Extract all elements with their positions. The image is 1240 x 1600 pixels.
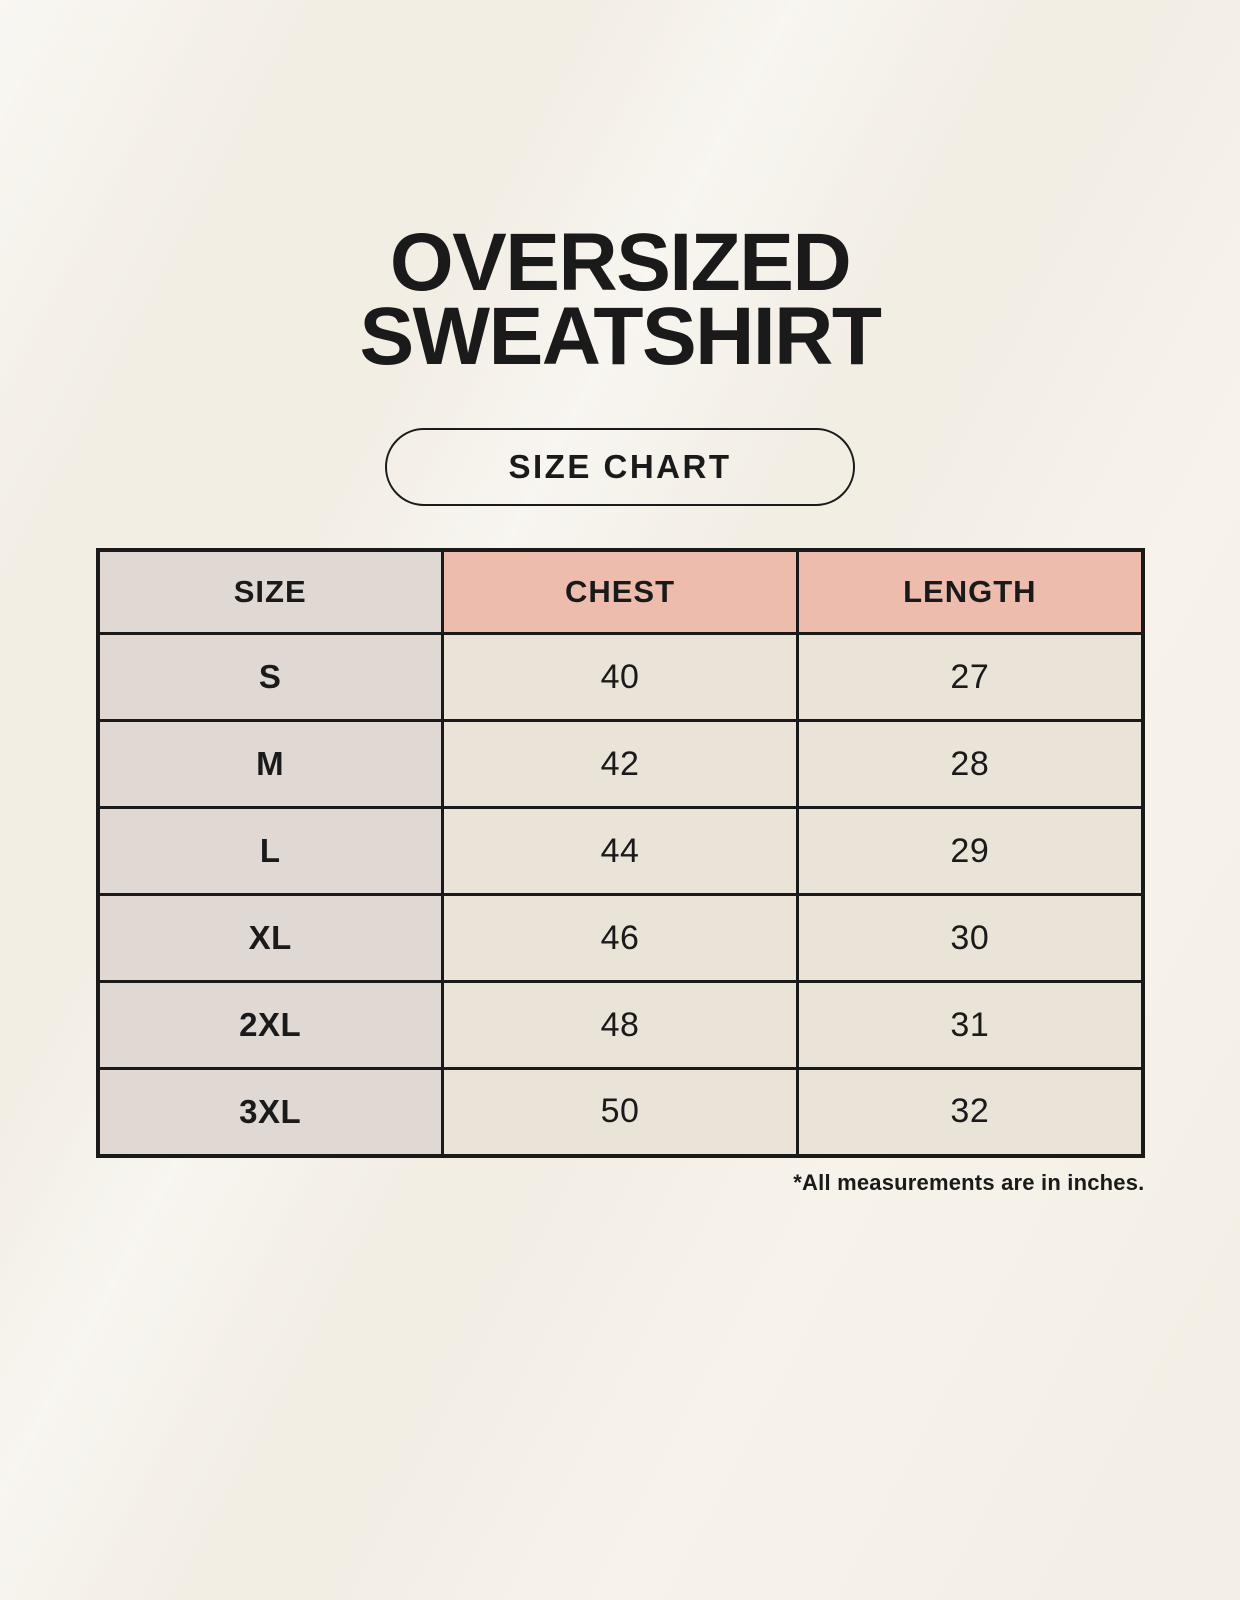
table-row: 2XL 48 31 <box>96 980 1144 1071</box>
table-row: L 44 29 <box>96 806 1144 897</box>
size-label-cell: 2XL <box>96 980 444 1071</box>
table-row: XL 46 30 <box>96 893 1144 984</box>
chest-value-cell: 44 <box>440 806 800 897</box>
measurements-footnote: *All measurements are in inches. <box>793 1169 1145 1195</box>
size-label-cell: L <box>96 806 444 897</box>
table-row: S 40 27 <box>96 632 1144 723</box>
length-value-cell: 27 <box>796 632 1144 723</box>
column-header-chest: CHEST <box>440 548 800 636</box>
size-chart-badge: SIZE CHART <box>385 427 855 506</box>
page-title-line2: SWEATSHIRT <box>359 290 882 382</box>
length-value-cell: 30 <box>796 893 1144 984</box>
page-title: OVERSIZED SWEATSHIRT <box>0 0 1240 382</box>
length-value-cell: 31 <box>796 980 1144 1071</box>
length-value-cell: 29 <box>796 806 1144 897</box>
size-label-cell: S <box>96 632 444 723</box>
column-header-size: SIZE <box>96 548 444 636</box>
column-header-length: LENGTH <box>796 548 1144 636</box>
chest-value-cell: 42 <box>440 719 800 810</box>
size-label-cell: XL <box>96 893 444 984</box>
chest-value-cell: 48 <box>440 980 800 1071</box>
chest-value-cell: 50 <box>440 1067 800 1158</box>
chest-value-cell: 46 <box>440 893 800 984</box>
table-row: M 42 28 <box>96 719 1144 810</box>
table-row: 3XL 50 32 <box>96 1067 1144 1158</box>
page-title-line1: OVERSIZED <box>389 217 852 308</box>
size-label-cell: 3XL <box>96 1067 444 1158</box>
length-value-cell: 28 <box>796 719 1144 810</box>
size-table: SIZE CHEST LENGTH S 40 27 M 42 28 L <box>95 547 1145 1158</box>
table-header-row: SIZE CHEST LENGTH <box>96 548 1144 636</box>
size-label-cell: M <box>96 719 444 810</box>
chest-value-cell: 40 <box>440 632 800 723</box>
size-chart-badge-label: SIZE CHART <box>508 447 732 485</box>
size-table-container: SIZE CHEST LENGTH S 40 27 M 42 28 L <box>95 547 1145 1158</box>
length-value-cell: 32 <box>796 1067 1144 1158</box>
